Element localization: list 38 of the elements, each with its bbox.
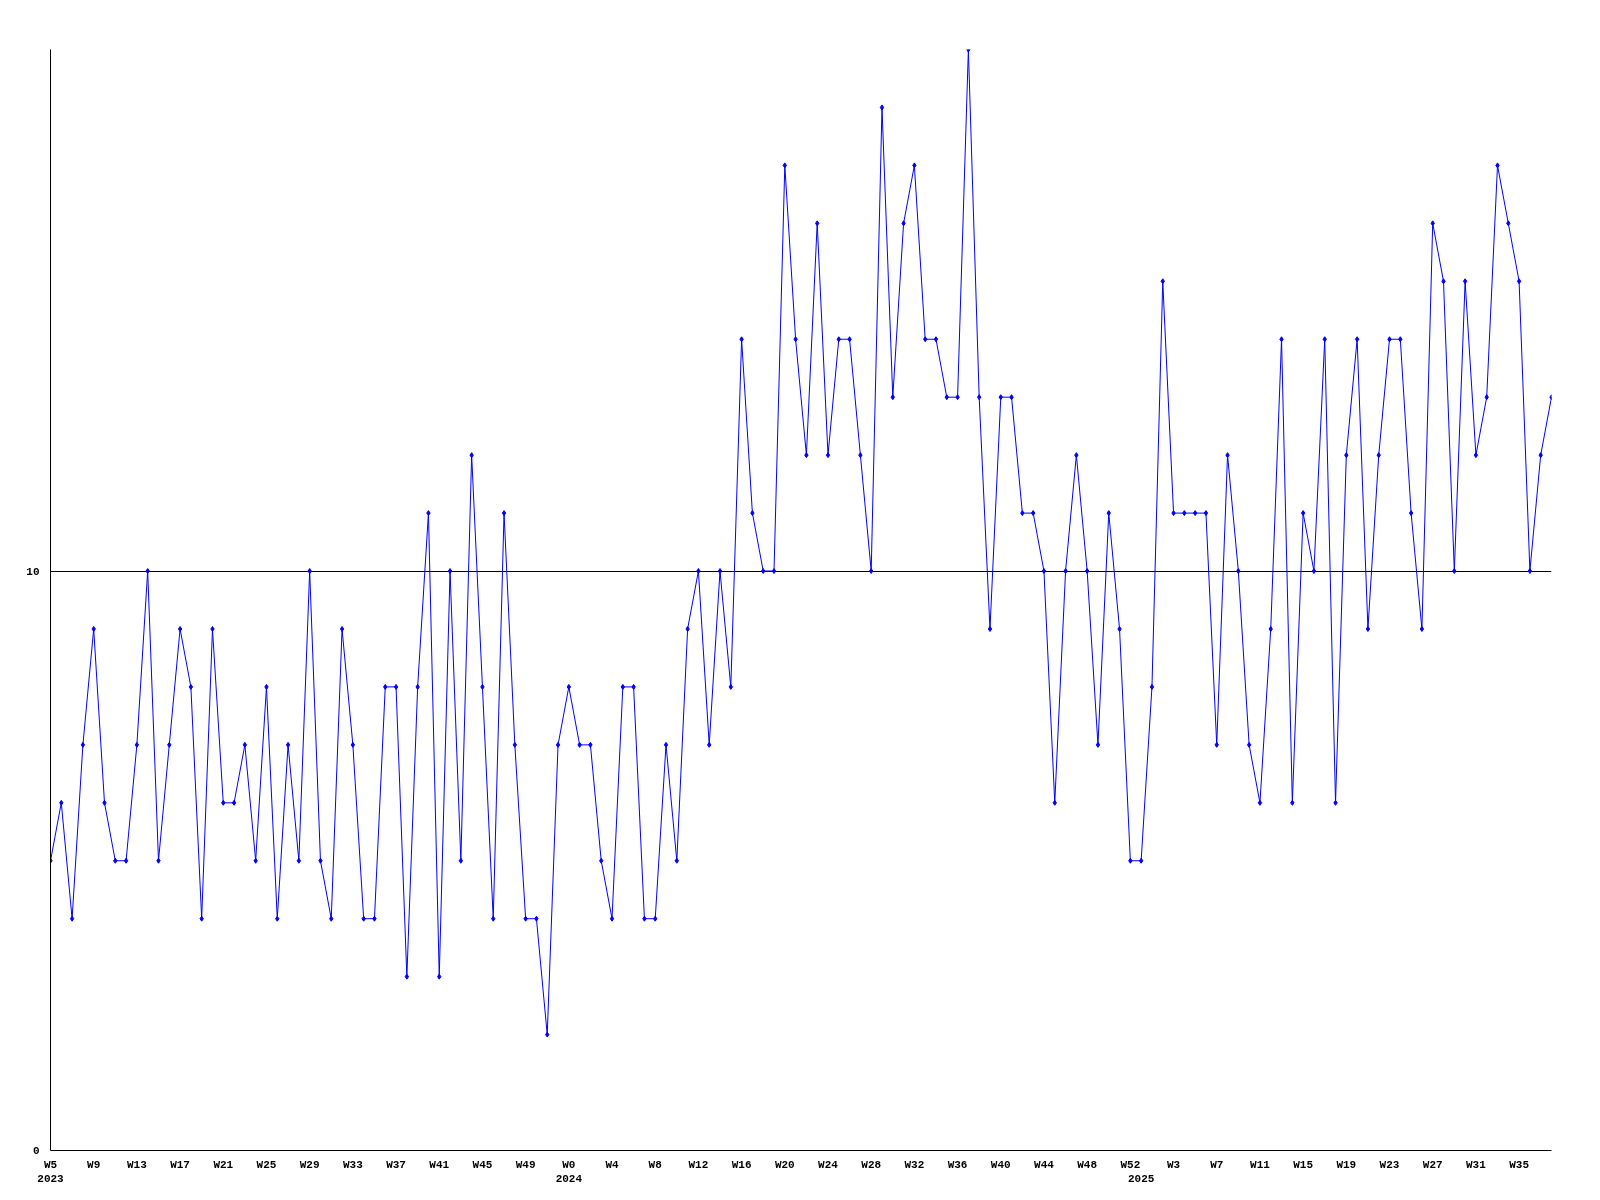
x-tick-label: W3 xyxy=(1166,1158,1181,1171)
x-tick-label: W19 xyxy=(1336,1158,1357,1171)
x-tick-label: 2025 xyxy=(1127,1172,1155,1185)
x-tick-label: W9 xyxy=(87,1158,101,1171)
x-tick-label: W44 xyxy=(1034,1158,1055,1171)
x-tick-label: W11 xyxy=(1250,1158,1271,1171)
x-tick-label: W32 xyxy=(904,1158,925,1171)
x-tick-label: W4 xyxy=(605,1158,620,1171)
x-tick-label: W40 xyxy=(990,1158,1011,1171)
x-tick-label: W13 xyxy=(126,1158,148,1171)
x-tick-label: W49 xyxy=(515,1158,536,1171)
x-tick-label: W31 xyxy=(1466,1158,1487,1171)
x-tick-label: W36 xyxy=(947,1158,968,1171)
x-tick-label: W29 xyxy=(299,1158,320,1171)
x-tick-label: W17 xyxy=(170,1158,190,1171)
x-tick-label: W37 xyxy=(386,1158,406,1171)
x-tick-label: W24 xyxy=(818,1158,839,1171)
x-tick-label: W15 xyxy=(1293,1158,1314,1171)
x-tick-label: W25 xyxy=(256,1158,277,1171)
x-tick-label: W27 xyxy=(1422,1158,1443,1171)
x-tick-label: W35 xyxy=(1509,1158,1530,1171)
y-tick-label: 0 xyxy=(32,1145,40,1157)
x-tick-label: W48 xyxy=(1077,1158,1098,1171)
x-tick-label: W12 xyxy=(688,1158,709,1171)
x-tick-label: W52 xyxy=(1120,1158,1141,1171)
y-tick-label: 10 xyxy=(26,565,40,578)
x-tick-label: W41 xyxy=(429,1158,450,1171)
x-tick-label: W28 xyxy=(861,1158,882,1171)
x-tick-label: W33 xyxy=(342,1158,364,1171)
x-tick-label: W20 xyxy=(774,1158,795,1171)
x-tick-label: W16 xyxy=(731,1158,752,1171)
x-tick-label: W5 2023 xyxy=(37,1158,65,1185)
x-tick-label: W7 xyxy=(1210,1158,1224,1171)
x-tick-label: W45 xyxy=(472,1158,493,1171)
x-tick-label: W23 xyxy=(1379,1158,1400,1171)
x-tick-label: W8 xyxy=(648,1158,663,1171)
x-tick-label: W0 2024 xyxy=(555,1158,583,1185)
x-tick-label: W21 xyxy=(213,1158,234,1171)
